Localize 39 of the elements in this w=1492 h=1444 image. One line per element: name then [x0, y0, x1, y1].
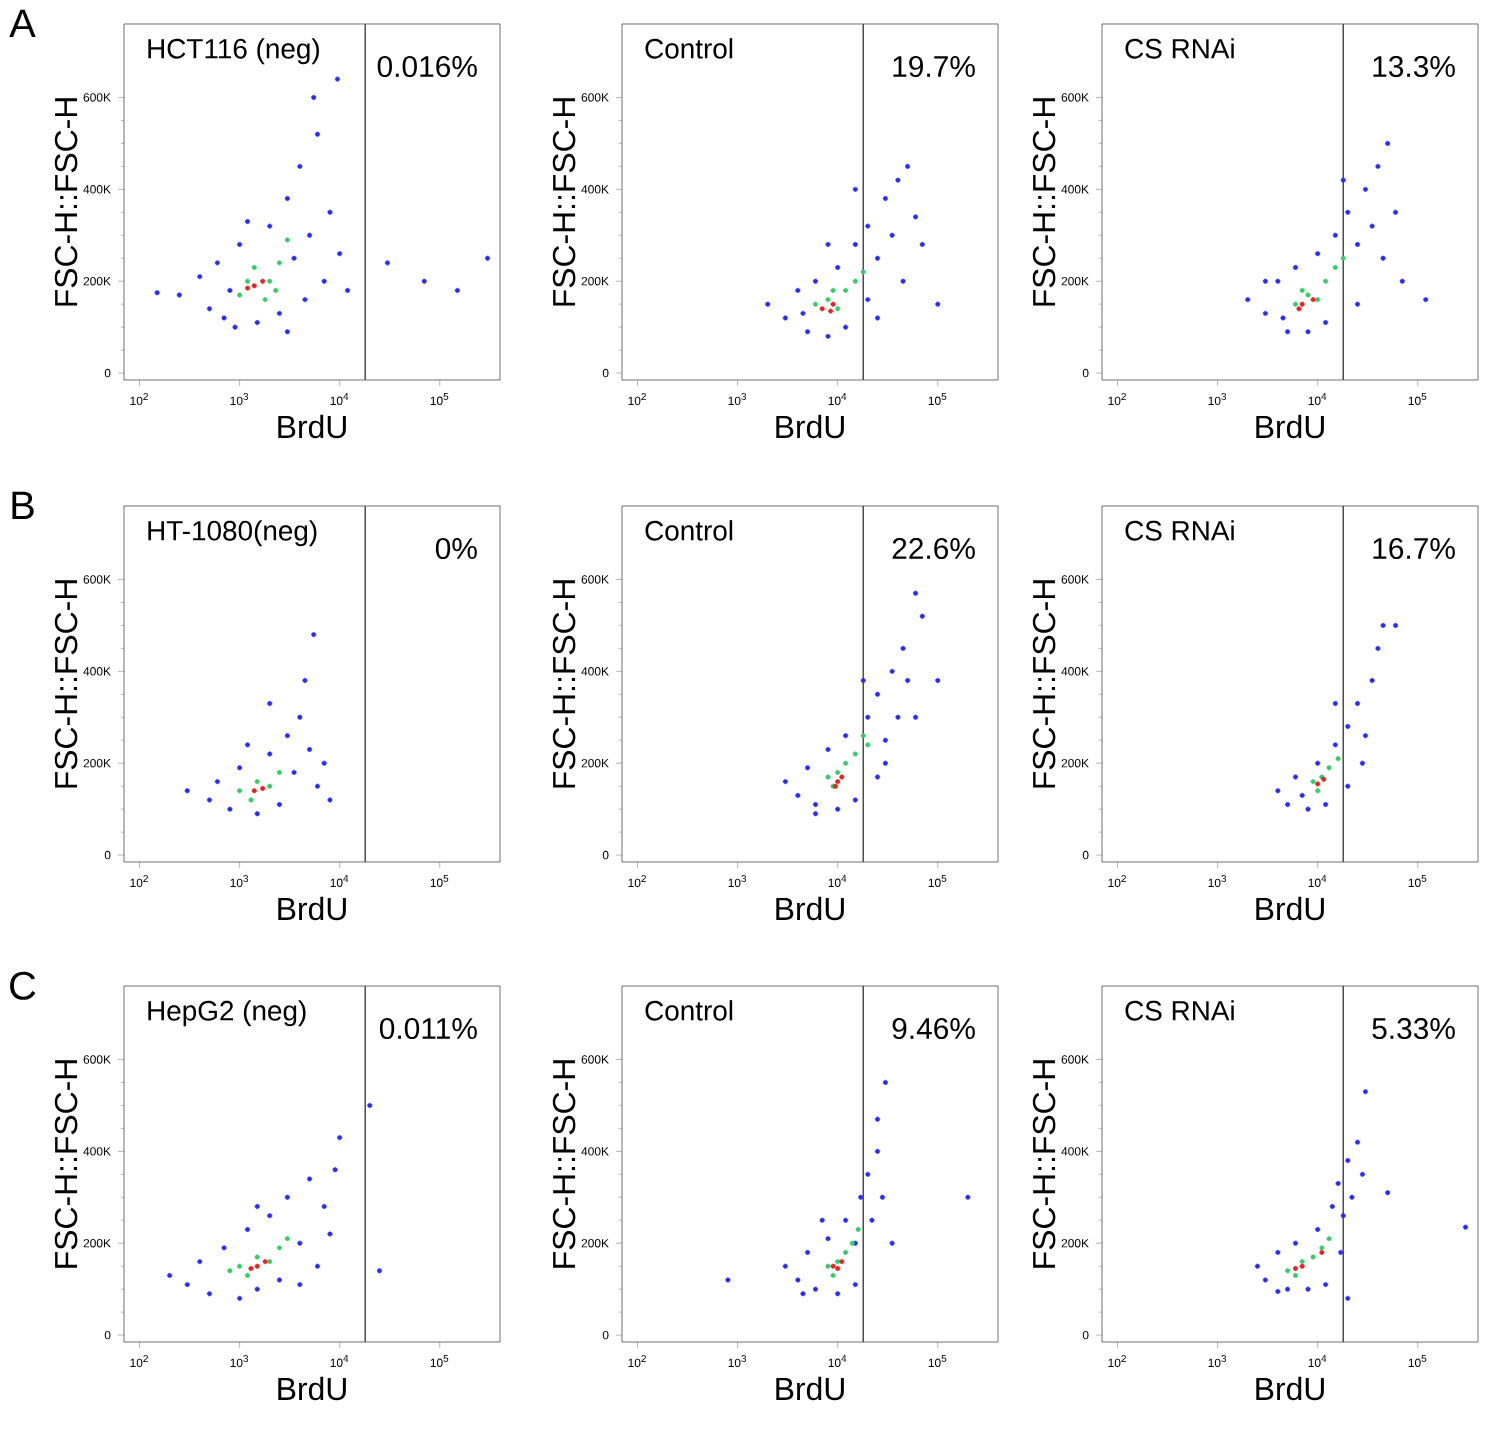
y-axis-title: FSC-H::FSC-H [1032, 98, 1056, 306]
annotation: 0% [435, 537, 477, 560]
x-axis-title: BrdU [1256, 896, 1324, 921]
annotation: 9.46% [892, 1017, 975, 1040]
annotation: 13.3% [1373, 55, 1455, 78]
y-axis-title: FSC-H::FSC-H [1032, 580, 1056, 788]
x-axis-title: BrdU [1256, 1376, 1324, 1401]
annotation: Control [645, 38, 733, 59]
annotation: 22.6% [892, 537, 975, 560]
y-axis-title: FSC-H::FSC-H [54, 98, 78, 306]
annotation: Control [645, 520, 733, 541]
x-axis-title: BrdU [278, 1376, 346, 1401]
y-axis-title: FSC-H::FSC-H [552, 1060, 576, 1268]
annotation: 0.016% [377, 55, 477, 78]
annotation: 16.7% [1373, 537, 1455, 560]
x-axis-title: BrdU [1256, 414, 1324, 439]
y-axis-title: FSC-H::FSC-H [1032, 1060, 1056, 1268]
y-axis-title: FSC-H::FSC-H [552, 580, 576, 788]
annotation: 5.33% [1372, 1017, 1455, 1040]
annotation: 0.011% [379, 1017, 477, 1040]
x-axis-title: BrdU [776, 896, 844, 921]
annotation: HepG2 (neg) [148, 1000, 306, 1027]
text: B [12, 491, 34, 520]
annotation: CS RNAi [1125, 520, 1234, 541]
annotation: HCT116 (neg) [148, 38, 319, 65]
y-axis-title: FSC-H::FSC-H [54, 580, 78, 788]
annotation: CS RNAi [1125, 38, 1234, 59]
y-axis-title: FSC-H::FSC-H [54, 1060, 78, 1268]
annotation: 19.7% [893, 55, 975, 78]
x-axis-title: BrdU [278, 414, 346, 439]
x-axis-title: BrdU [776, 1376, 844, 1401]
annotation: Control [645, 1000, 733, 1021]
annotation: HT-1080(neg) [148, 520, 317, 547]
y-axis-title: FSC-H::FSC-H [552, 98, 576, 306]
text: C [10, 971, 36, 1000]
annotation: CS RNAi [1125, 1000, 1234, 1021]
text: A [9, 9, 36, 38]
x-axis-title: BrdU [278, 896, 346, 921]
x-axis-title: BrdU [776, 414, 844, 439]
